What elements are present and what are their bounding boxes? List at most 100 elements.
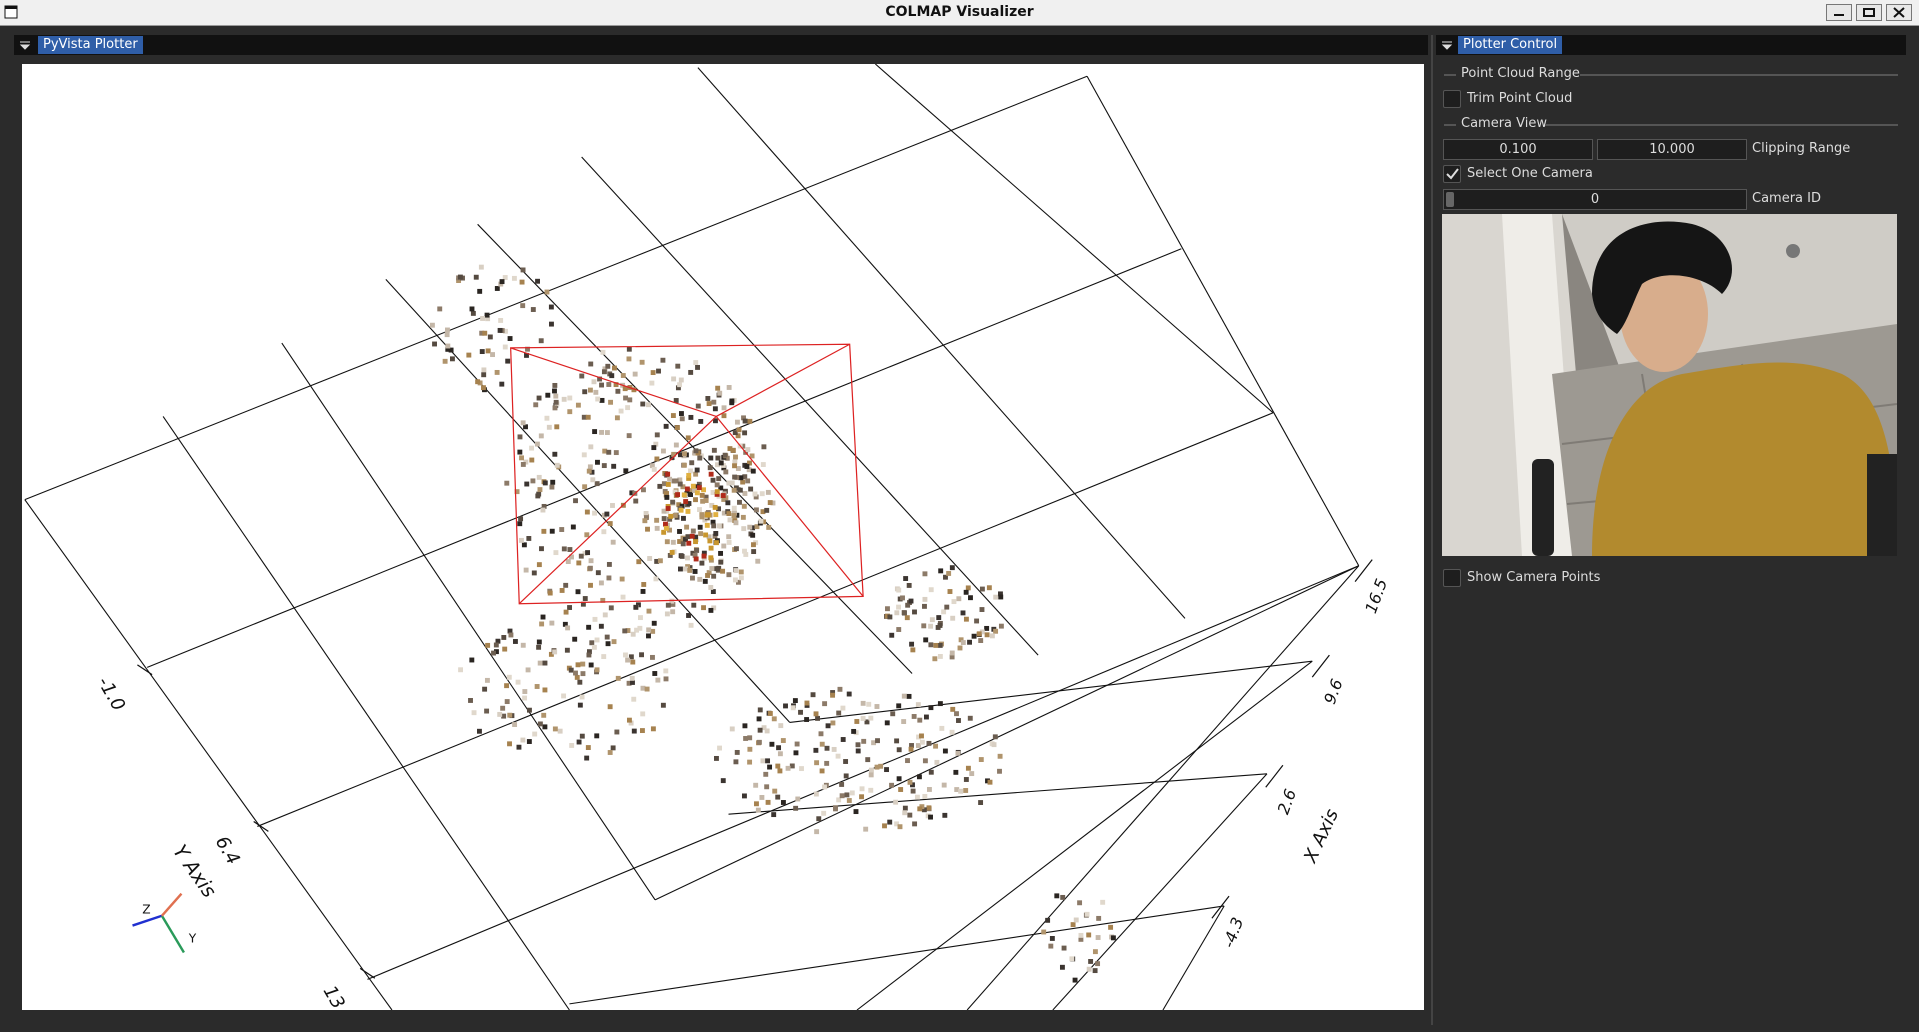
point [701,487,707,493]
point [432,341,437,347]
point [665,471,671,477]
point [534,441,540,447]
point [969,771,975,777]
point [630,631,636,637]
point [524,352,529,358]
point [682,451,687,457]
point [585,745,591,750]
frustum-edge [518,416,717,605]
point [484,708,490,714]
point [633,498,639,504]
point [935,625,941,630]
point [747,460,752,466]
point [936,615,942,621]
point [780,800,786,805]
3d-viewport[interactable]: 16.5 9.6 2.6 -4.3 -1.0 6.4 13 X Axis Y Axis Z Y [22,64,1424,1010]
orient-z [132,914,163,927]
point [562,621,568,627]
clip-far-input[interactable]: 10.000 [1597,139,1747,160]
point [485,348,491,354]
checkbox-label[interactable]: Trim Point Cloud [1467,91,1573,106]
checkbox[interactable] [1443,165,1461,183]
grid-line [367,565,1359,980]
point [582,551,588,556]
point [810,692,816,698]
point [798,709,803,715]
point [541,712,547,718]
point [732,474,738,480]
collapse-icon[interactable] [18,39,32,51]
point [502,344,508,350]
point [572,636,578,642]
point [552,405,558,411]
point [967,715,973,721]
minimize-button[interactable] [1826,4,1852,21]
point [668,513,674,519]
plotter-tab[interactable]: PyVista Plotter [38,36,143,54]
checkbox-label[interactable]: Select One Camera [1467,166,1593,181]
clip-near-input[interactable]: 0.100 [1443,139,1593,160]
y-tick-label: 6.4 [211,833,244,869]
point [690,575,695,581]
close-button[interactable] [1886,4,1912,21]
point [771,716,777,722]
checkbox-label[interactable]: Show Camera Points [1467,570,1601,585]
collapse-icon[interactable] [1440,39,1454,51]
point [502,275,508,280]
point [1069,956,1075,962]
point [703,498,709,503]
checkbox[interactable] [1443,90,1461,108]
point [684,486,690,492]
point [947,589,953,594]
point [971,633,977,639]
point [661,529,667,535]
point [449,356,455,362]
point [987,779,993,785]
point [608,399,614,405]
point [627,397,633,403]
point [606,449,612,455]
point [477,380,483,386]
point [580,671,586,677]
point [519,279,525,285]
splitter[interactable] [1431,35,1433,1025]
point [749,453,755,459]
point [894,821,900,827]
point [928,642,934,648]
point [688,414,694,420]
point [634,627,640,633]
point [710,477,716,483]
point [688,488,694,493]
point [954,787,960,792]
point [889,782,895,788]
point [688,492,693,497]
point [743,552,749,557]
point [693,448,699,454]
point [656,368,661,374]
camera-id-slider[interactable]: 0 [1443,189,1747,210]
point [726,385,732,390]
checkbox[interactable] [1443,569,1461,587]
point [721,543,727,549]
point [667,516,673,522]
point [654,517,660,523]
point [745,447,751,453]
point [853,809,859,815]
slider-handle[interactable] [1446,192,1454,207]
point [693,360,699,365]
point [521,542,527,548]
point [813,747,819,753]
point [733,759,739,765]
point [902,810,908,816]
control-tab[interactable]: Plotter Control [1458,36,1563,54]
point [1084,911,1090,917]
point [586,652,592,658]
maximize-button[interactable] [1856,4,1882,21]
point [631,696,637,702]
point [874,764,880,770]
point [601,369,607,375]
point [818,731,824,737]
point [667,553,673,558]
point [733,520,739,526]
point [689,460,695,466]
